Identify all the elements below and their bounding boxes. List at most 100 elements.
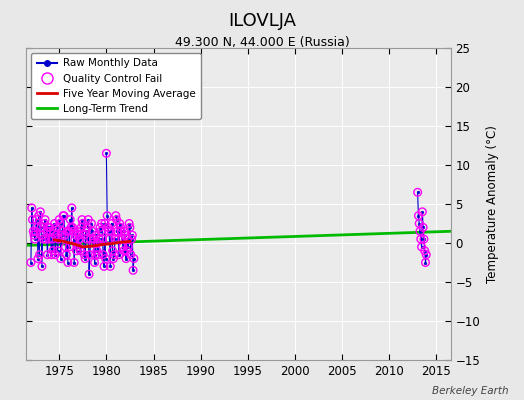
Point [419, 224, 428, 230]
Point [108, 248, 117, 254]
Point [118, 236, 126, 242]
Point [115, 252, 123, 258]
Point [31, 236, 39, 242]
Point [86, 252, 94, 258]
Point [88, 228, 96, 234]
Point [413, 189, 422, 196]
Point [106, 263, 115, 270]
Point [110, 255, 118, 262]
Point [54, 236, 63, 242]
Point [61, 232, 69, 238]
Point [128, 232, 137, 238]
Point [69, 228, 78, 234]
Legend: Raw Monthly Data, Quality Control Fail, Five Year Moving Average, Long-Term Tren: Raw Monthly Data, Quality Control Fail, … [31, 53, 201, 119]
Point [77, 248, 85, 254]
Point [61, 244, 70, 250]
Point [125, 220, 134, 227]
Point [72, 232, 80, 238]
Point [75, 232, 83, 238]
Point [86, 236, 95, 242]
Point [58, 232, 66, 238]
Point [29, 228, 38, 234]
Point [44, 224, 52, 230]
Point [92, 232, 101, 238]
Point [27, 259, 35, 266]
Point [71, 236, 79, 242]
Point [53, 224, 61, 230]
Point [28, 216, 37, 223]
Point [66, 216, 74, 223]
Point [83, 224, 92, 230]
Point [95, 236, 104, 242]
Point [90, 236, 98, 242]
Point [56, 220, 64, 227]
Point [111, 236, 119, 242]
Point [84, 216, 93, 223]
Point [66, 244, 74, 250]
Point [96, 224, 104, 230]
Point [88, 220, 96, 227]
Point [78, 216, 86, 223]
Point [49, 248, 57, 254]
Point [108, 220, 116, 227]
Text: 49.300 N, 44.000 E (Russia): 49.300 N, 44.000 E (Russia) [174, 36, 350, 49]
Point [113, 216, 121, 223]
Point [73, 228, 82, 234]
Point [80, 252, 89, 258]
Point [110, 252, 118, 258]
Point [113, 228, 122, 234]
Point [414, 212, 423, 219]
Point [114, 236, 123, 242]
Point [59, 212, 68, 219]
Point [51, 252, 60, 258]
Point [55, 216, 63, 223]
Point [39, 232, 47, 238]
Point [99, 252, 107, 258]
Point [64, 228, 73, 234]
Point [32, 216, 41, 223]
Point [418, 244, 426, 250]
Point [67, 224, 75, 230]
Point [93, 248, 101, 254]
Point [36, 252, 44, 258]
Point [99, 236, 107, 242]
Point [117, 228, 126, 234]
Point [116, 220, 124, 227]
Point [47, 252, 56, 258]
Point [103, 212, 112, 219]
Point [97, 220, 106, 227]
Point [119, 248, 128, 254]
Point [28, 205, 36, 211]
Point [129, 267, 137, 274]
Point [121, 232, 129, 238]
Point [40, 220, 49, 227]
Point [124, 244, 133, 250]
Point [77, 224, 85, 230]
Point [130, 255, 138, 262]
Point [75, 236, 84, 242]
Point [422, 252, 431, 258]
Point [30, 232, 38, 238]
Point [127, 236, 136, 242]
Point [119, 244, 127, 250]
Point [127, 252, 135, 258]
Point [124, 236, 132, 242]
Point [58, 228, 67, 234]
Point [80, 232, 88, 238]
Point [34, 255, 42, 262]
Point [420, 236, 428, 242]
Point [79, 220, 87, 227]
Text: ILOVLJA: ILOVLJA [228, 12, 296, 30]
Point [47, 228, 55, 234]
Point [64, 259, 72, 266]
Point [416, 228, 424, 234]
Point [38, 263, 46, 270]
Point [53, 248, 62, 254]
Point [89, 240, 97, 246]
Point [33, 224, 41, 230]
Point [81, 255, 90, 262]
Y-axis label: Temperature Anomaly (°C): Temperature Anomaly (°C) [486, 125, 499, 283]
Point [39, 236, 48, 242]
Point [42, 236, 50, 242]
Point [60, 212, 68, 219]
